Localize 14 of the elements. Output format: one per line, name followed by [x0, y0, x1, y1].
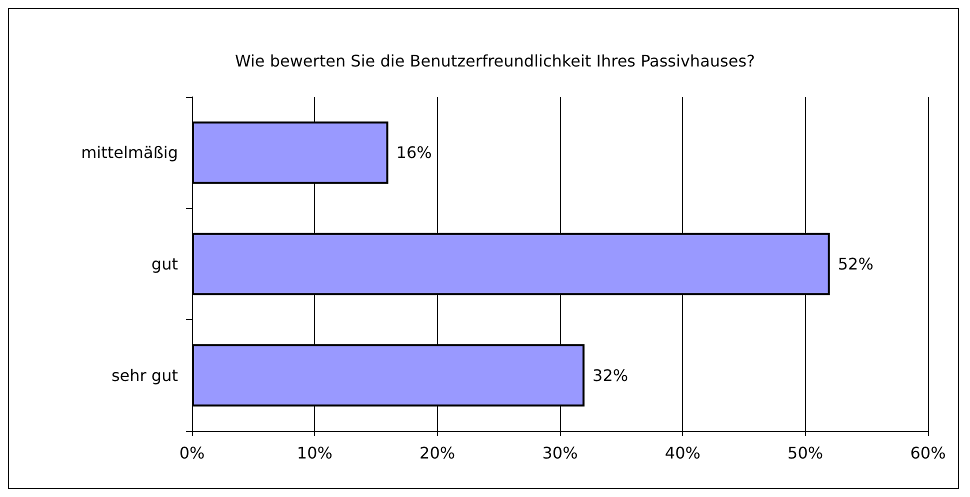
data-label: 32%: [592, 366, 628, 385]
x-tick-label: 40%: [664, 444, 700, 462]
chart-title: Wie bewerten Sie die Benutzerfreundlichkeit Ihres Passivhauses?: [234, 52, 756, 70]
x-tick-label: 60%: [910, 444, 946, 462]
x-tick-label: 20%: [420, 444, 456, 462]
y-tick-label: sehr gut: [111, 366, 178, 385]
data-label: 52%: [838, 254, 874, 274]
data-label: 16%: [396, 143, 432, 162]
x-tick-label: 10%: [296, 444, 332, 462]
x-tick-label: 0%: [179, 444, 205, 462]
x-tick-label: 30%: [542, 444, 578, 462]
x-tick-label: 50%: [788, 444, 824, 462]
y-tick-label: gut: [151, 254, 178, 274]
y-tick-label: mittelmäßig: [81, 143, 178, 162]
